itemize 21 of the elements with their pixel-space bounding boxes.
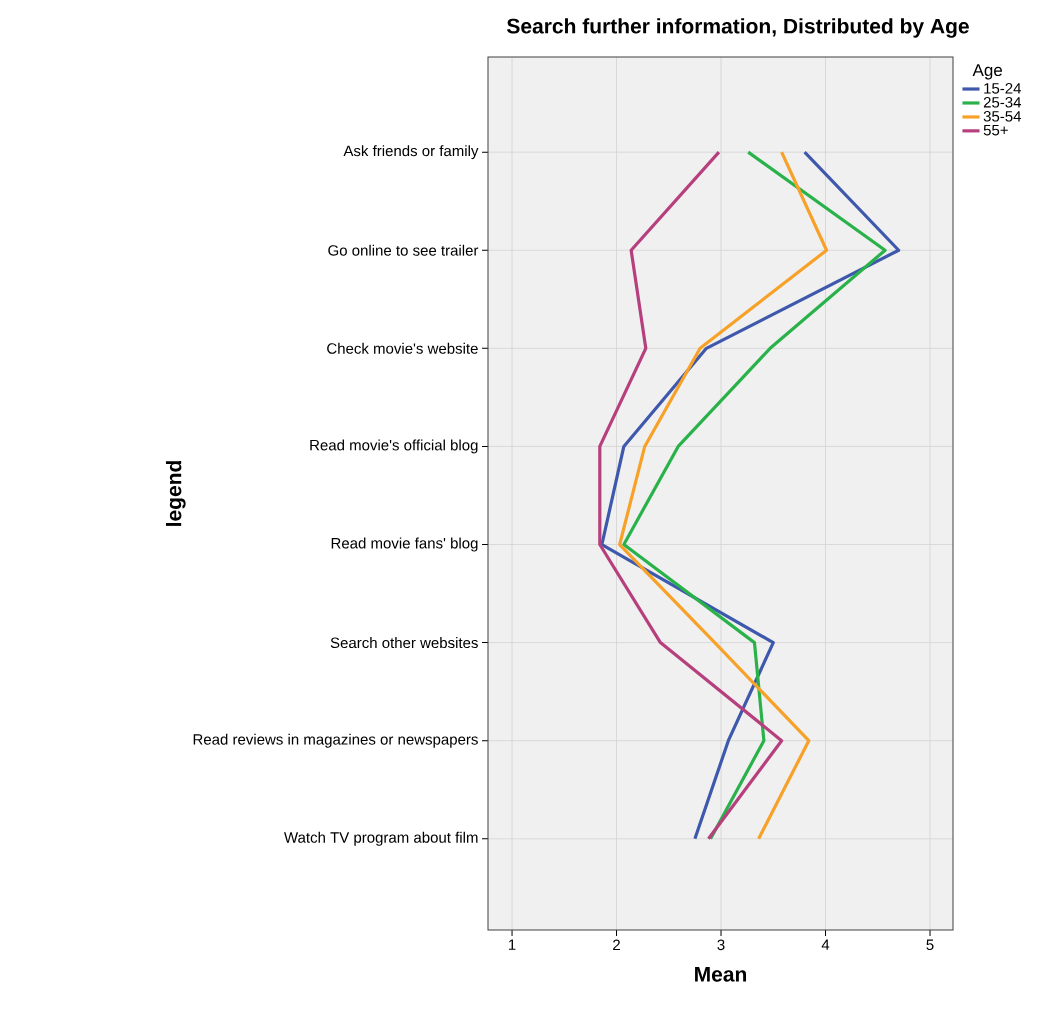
y-tick-label: Ask friends or family — [343, 145, 479, 160]
y-tick-label: Go online to see trailer — [328, 244, 479, 256]
y-tick-label: Read movie fans' blog — [331, 537, 478, 552]
y-axis-title: legend — [165, 461, 186, 526]
y-tick-label: Watch TV program about film — [284, 831, 478, 846]
x-tick-label: 2 — [613, 939, 620, 951]
y-tick-label: Read reviews in magazines or newspapers — [193, 733, 478, 748]
y-tick-label: Search other websites — [330, 637, 478, 649]
x-tick-label: 1 — [509, 939, 516, 950]
legend-label: 55+ — [983, 124, 1008, 136]
y-tick-label: Read movie's official blog — [310, 439, 478, 454]
x-tick-label: 3 — [717, 939, 725, 951]
x-tick-label: 5 — [926, 939, 934, 950]
x-tick-label: 4 — [821, 939, 830, 950]
legend-label: 35-54 — [983, 110, 1022, 122]
y-tick-label: Check movie's website — [327, 342, 478, 354]
chart-title: Search further information, Distributed by Age — [507, 18, 969, 38]
legend-label: 15-24 — [984, 83, 1022, 94]
legend-title: Age — [972, 64, 1003, 80]
legend-label: 25-34 — [983, 97, 1022, 108]
x-axis-title: Mean — [695, 967, 747, 982]
